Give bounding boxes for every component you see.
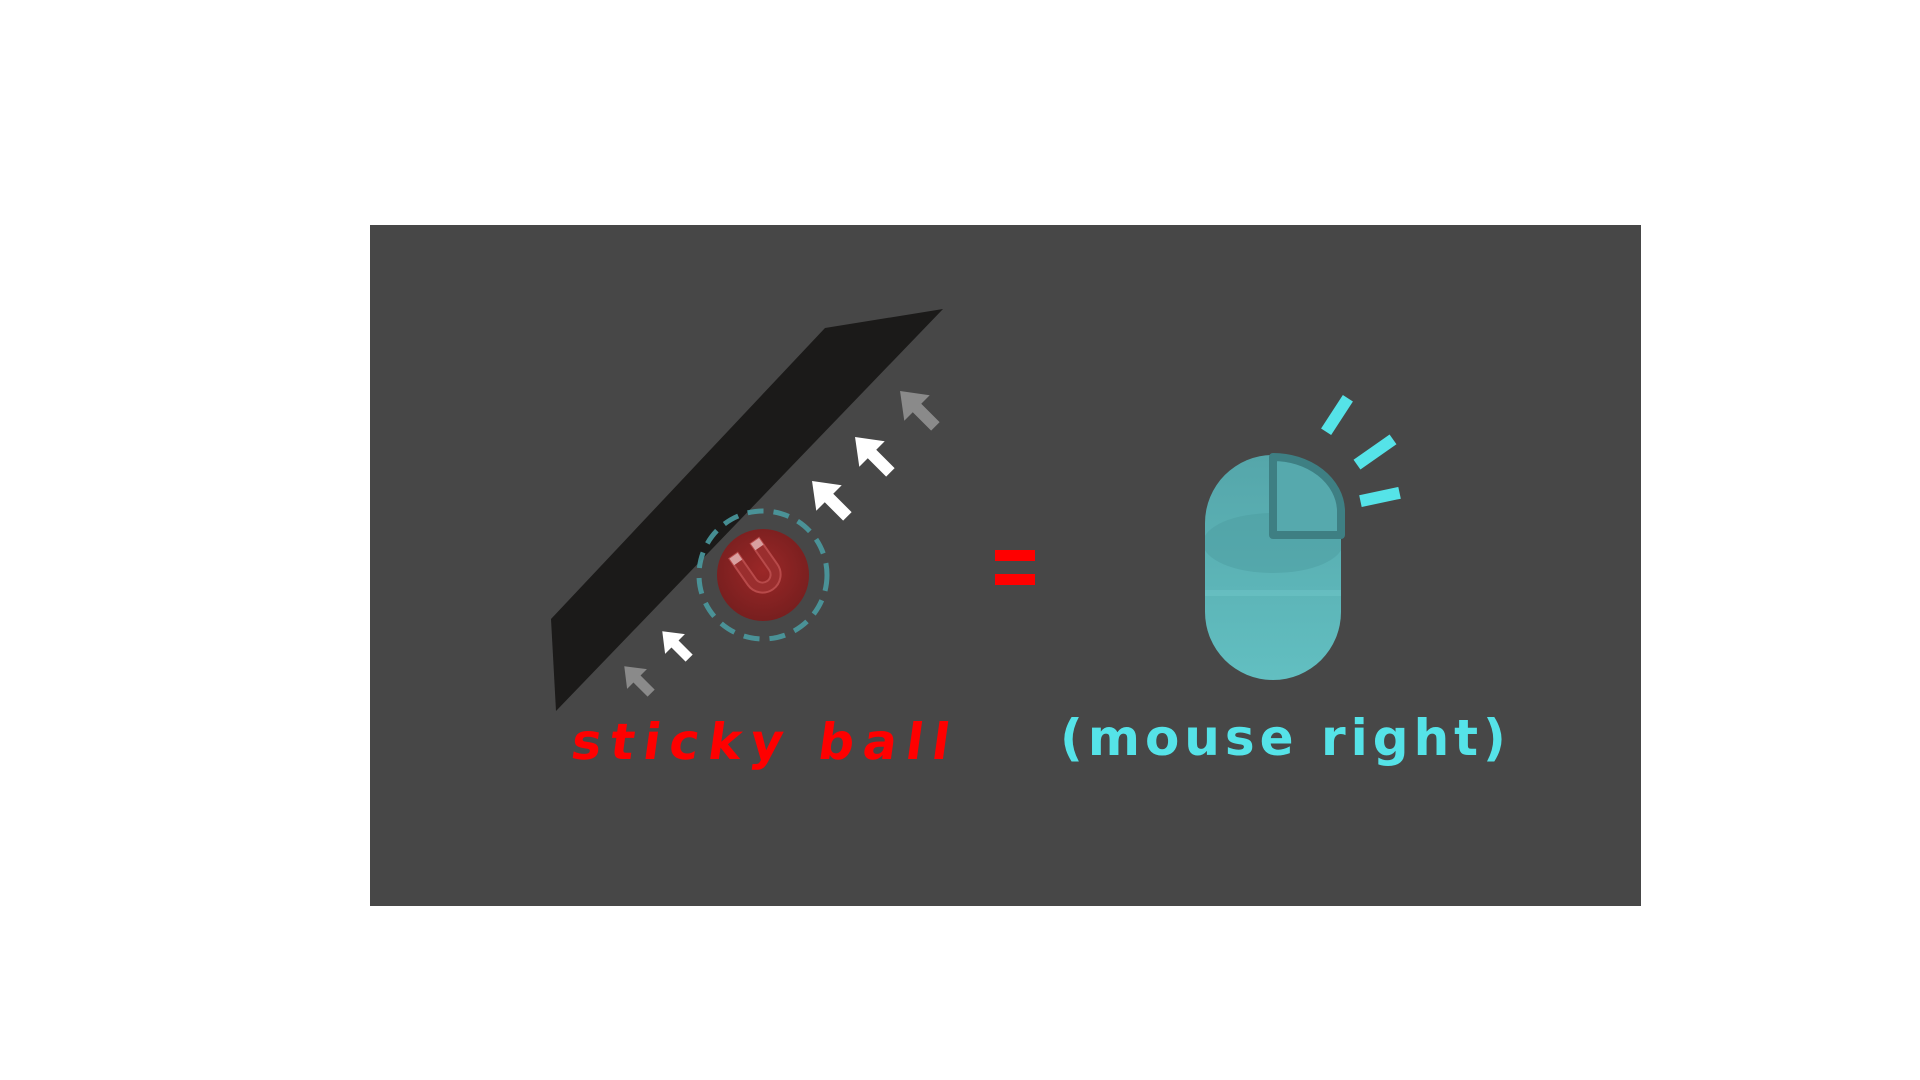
- magnet-icon: [728, 536, 782, 594]
- mouse-right-label: (mouse right): [1060, 709, 1511, 767]
- arrow-white-icon: [662, 631, 693, 662]
- ramp-icon: [551, 309, 943, 711]
- arrow-gray-icon: [900, 391, 940, 431]
- arrow-white-icon: [812, 481, 852, 521]
- equals-icon: [995, 550, 1035, 586]
- arrow-trail-upper: [812, 391, 940, 521]
- arrow-white-icon: [855, 437, 895, 477]
- arrow-trail-lower: [624, 631, 693, 697]
- click-rays-icon: [1321, 394, 1401, 508]
- tutorial-panel: sticky ball (mouse right): [370, 225, 1641, 906]
- mouse-right-button-icon: [1205, 453, 1345, 680]
- sticky-ball-icon: [696, 508, 830, 642]
- sticky-ball-label: sticky ball: [567, 713, 963, 771]
- tutorial-scene: [551, 309, 1401, 711]
- arrow-gray-icon: [624, 666, 655, 697]
